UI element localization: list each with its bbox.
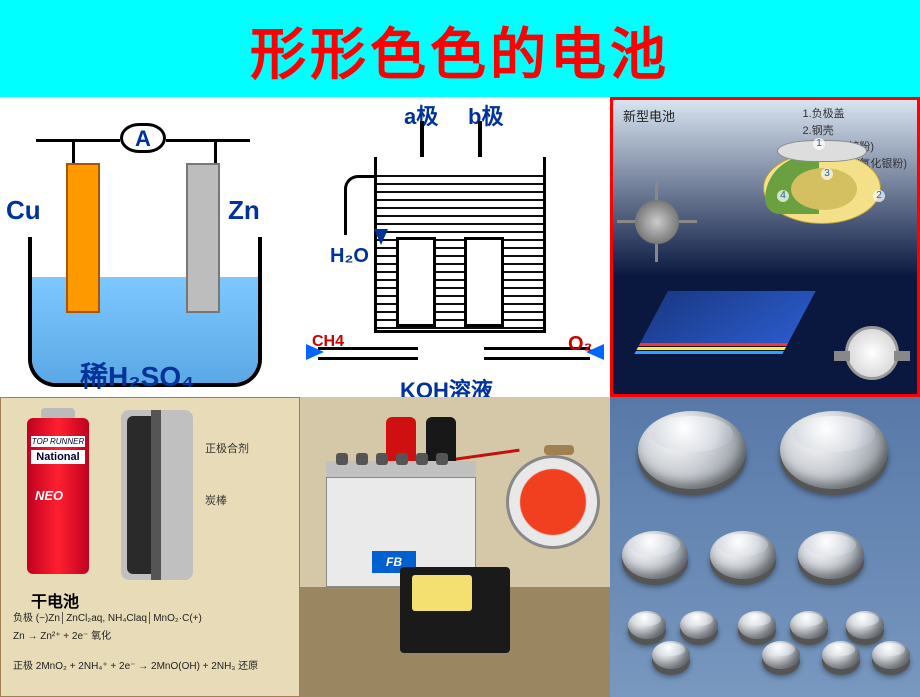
- carbon-rod: [151, 410, 161, 580]
- panel-fuel-cell: a极 b极 H₂O CH4 O₂ KOH溶液: [300, 97, 610, 397]
- page-title: 形形色色的电池: [0, 0, 920, 97]
- cap: [436, 453, 448, 465]
- annotation: 炭棒: [205, 492, 227, 508]
- coin-top: [651, 416, 733, 452]
- cap: [376, 453, 388, 465]
- callout-3: 3: [821, 168, 833, 180]
- stripe: [639, 343, 789, 346]
- annotation: 正极合剂: [205, 440, 249, 456]
- coin-top: [793, 416, 875, 452]
- cable-reel: [506, 455, 600, 549]
- solar-panel: [639, 290, 818, 344]
- button-cell-cutaway: 1 2 3 4: [757, 140, 887, 240]
- panel-button-cells: [610, 397, 920, 697]
- equation: 负极 (−)Zn│ZnCl₂aq, NH₄Claq│MnO₂·C(+): [13, 610, 202, 627]
- button-cell-icon: [638, 411, 746, 489]
- panel-dry-cell: TOP RUNNER National NEO 正极合剂 炭棒 干电池 负极 (…: [0, 397, 300, 697]
- cutaway: [121, 410, 193, 580]
- charger-panel: [412, 575, 472, 611]
- coin-top: [657, 643, 686, 656]
- button-cell-icon: [710, 531, 776, 579]
- coin-top: [718, 534, 768, 556]
- panel-car-battery: FB: [300, 397, 610, 697]
- button-cell-icon: [652, 641, 690, 669]
- brand-top: TOP RUNNER: [31, 436, 85, 447]
- antenna: [617, 220, 635, 223]
- equation: Zn → Zn²⁺ + 2e⁻ 氧化: [13, 628, 111, 645]
- button-cell-icon: [628, 611, 666, 639]
- stripe: [634, 351, 784, 354]
- label-koh: KOH溶液: [400, 373, 493, 397]
- brand: National: [31, 450, 85, 464]
- coin-top: [633, 613, 662, 626]
- pipe: [484, 357, 590, 360]
- equation: 正极 2MnO₂ + 2NH₄⁺ + 2e⁻ → 2MnO(OH) + 2NH₃…: [13, 658, 258, 675]
- wire: [36, 139, 120, 142]
- cap: [336, 453, 348, 465]
- arrow-h2o-icon: [374, 229, 388, 245]
- ammeter: A: [120, 123, 166, 153]
- label-o2: O₂: [568, 333, 592, 356]
- cap: [396, 453, 408, 465]
- watch-icon: [845, 326, 899, 380]
- electrode-zn: [186, 163, 220, 313]
- button-cell-icon: [680, 611, 718, 639]
- callout-2: 2: [873, 190, 885, 202]
- button-cell-icon: [622, 531, 688, 579]
- satellite-icon: [635, 200, 679, 244]
- grid: A Cu Zn 稀H₂SO₄ a极 b极 H₂O CH4 O₂ KOH溶液 新型…: [0, 97, 920, 697]
- battery-caps: [336, 453, 448, 465]
- button-cell-icon: [846, 611, 884, 639]
- wire: [214, 139, 217, 163]
- label-cu: Cu: [6, 195, 41, 226]
- gas-chamber-right: [464, 237, 504, 327]
- panel-new-battery: 新型电池 1.负极盖 2.钢壳 3.负极板(锌粉) 4.正极材料(氧化银粉) 1…: [610, 97, 920, 397]
- wire: [72, 139, 75, 163]
- cap: [356, 453, 368, 465]
- coin-top: [685, 613, 714, 626]
- antenna: [655, 244, 658, 262]
- coin-top: [743, 613, 772, 626]
- button-cell-icon: [822, 641, 860, 669]
- cap: [416, 453, 428, 465]
- pipe: [318, 357, 418, 360]
- stripe: [636, 347, 786, 350]
- button-cell-icon: [798, 531, 864, 579]
- reel-handle: [544, 445, 574, 455]
- legend-item: 2.钢壳: [803, 123, 908, 140]
- button-cell-icon: [790, 611, 828, 639]
- button-cell-icon: [780, 411, 888, 489]
- label-h2o: H₂O: [330, 245, 369, 268]
- gas-chamber-left: [396, 237, 436, 327]
- coin-top: [806, 534, 856, 556]
- coin-top: [630, 534, 680, 556]
- label-b-electrode: b极: [468, 99, 503, 131]
- antenna: [655, 182, 658, 200]
- coin-top: [827, 643, 856, 656]
- brand-neo: NEO: [35, 488, 63, 503]
- button-cell-icon: [872, 641, 910, 669]
- label-acid: 稀H₂SO₄: [80, 355, 194, 395]
- coin-top: [767, 643, 796, 656]
- wire: [166, 139, 250, 142]
- callout-4: 4: [777, 190, 789, 202]
- panel-voltaic-cell: A Cu Zn 稀H₂SO₄: [0, 97, 300, 397]
- inlet-tube: [344, 175, 374, 235]
- coin-top: [851, 613, 880, 626]
- electrode-cu: [66, 163, 100, 313]
- label-zn: Zn: [228, 195, 260, 226]
- coin-top: [795, 613, 824, 626]
- coin-top: [877, 643, 906, 656]
- legend-item: 1.负极盖: [803, 106, 908, 123]
- button-cell-icon: [738, 611, 776, 639]
- callout-1: 1: [813, 138, 825, 150]
- panel-subtitle: 新型电池: [623, 106, 675, 125]
- label-drycell: 干电池: [31, 588, 79, 612]
- button-cell-icon: [762, 641, 800, 669]
- antenna: [679, 220, 697, 223]
- label-ch4: CH4: [312, 333, 344, 351]
